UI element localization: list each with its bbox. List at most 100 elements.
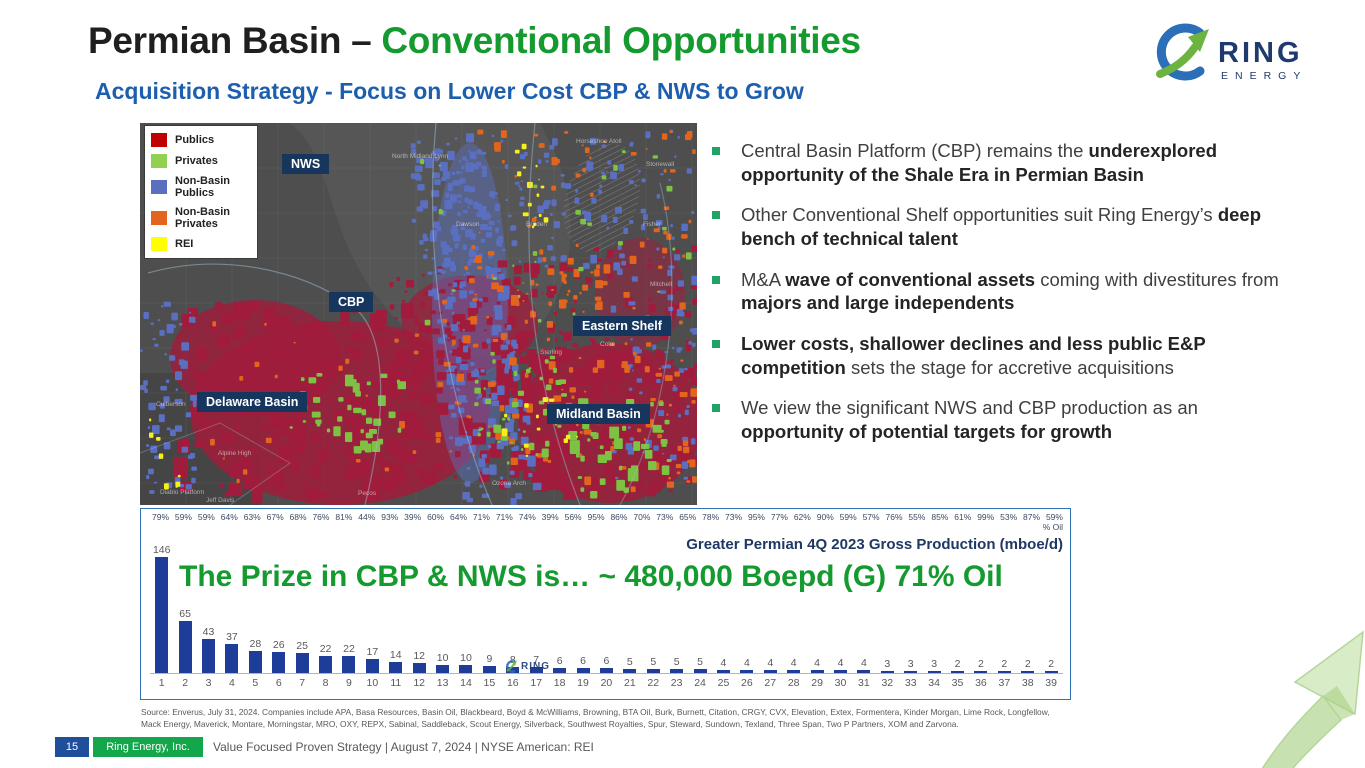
bar <box>319 656 333 673</box>
pct-oil-value: 67% <box>266 512 284 522</box>
bullet-text: Lower costs, shallower declines and less… <box>741 333 1206 378</box>
bullet-marker-icon <box>712 211 720 220</box>
map-place-label: Mitchell <box>650 281 673 288</box>
bar <box>693 669 707 673</box>
bullet-item: M&A wave of conventional assets coming w… <box>712 268 1292 315</box>
x-tick-label: 19 <box>577 677 589 689</box>
bar-column: 43 <box>197 626 220 673</box>
legend-item: Non-Basin Publics <box>151 175 251 199</box>
x-tick-label: 25 <box>717 677 730 689</box>
bar-value-label: 3 <box>907 658 914 670</box>
bar-column: 25 <box>290 640 313 673</box>
permian-basin-map: Publics Privates Non-Basin Publics Non-Basi… <box>140 123 697 505</box>
pct-oil-value: 39% <box>404 512 422 522</box>
pct-oil-value: 71% <box>472 512 490 522</box>
bar-column: 6 <box>595 655 618 673</box>
pct-oil-value: 61% <box>954 512 972 522</box>
bar-value-label: 2 <box>954 658 961 670</box>
bar <box>155 557 169 673</box>
pct-oil-value: 53% <box>1000 512 1018 522</box>
pct-oil-value: 70% <box>633 512 651 522</box>
bar <box>553 668 567 673</box>
bar <box>529 667 543 673</box>
bar-value-label: 4 <box>720 657 727 669</box>
x-tick-label: 28 <box>787 677 800 689</box>
x-tick-label: 20 <box>600 677 613 689</box>
bar-value-label: 3 <box>884 658 891 670</box>
company-badge: Ring Energy, Inc. <box>93 737 203 757</box>
bar-value-label: 4 <box>814 657 820 669</box>
pct-oil-value: 63% <box>243 512 261 522</box>
bar-value-label: 2 <box>978 658 984 670</box>
bar <box>787 670 801 673</box>
legend-label: Non-Basin Publics <box>175 175 230 200</box>
bar-column: 5 <box>642 656 665 673</box>
page-subtitle: Acquisition Strategy - Focus on Lower Co… <box>95 78 804 104</box>
bar <box>295 653 309 673</box>
x-tick-label: 2 <box>182 677 189 689</box>
bar-series: 146 65 43 37 28 26 25 22 22 17 14 12 10 10 9 8 7 6 6 6 5 5 5 5 4… <box>150 533 1063 673</box>
bar-value-label: 2 <box>1048 658 1055 670</box>
bar <box>506 667 520 673</box>
bar-column: 2 <box>946 658 969 673</box>
pct-oil-label: % Oil <box>1042 522 1063 532</box>
pct-oil-value: 77% <box>770 512 788 522</box>
bar-value-label: 22 <box>319 643 332 655</box>
watermark-swoosh-icon <box>506 660 517 673</box>
bar <box>272 652 286 673</box>
bar-column: 12 <box>407 650 430 673</box>
pct-oil-value: 78% <box>702 512 720 522</box>
legend-item: Privates <box>151 154 251 168</box>
bar-value-label: 2 <box>1024 658 1031 670</box>
bar-column: 28 <box>244 638 267 673</box>
bar <box>342 656 356 673</box>
bar <box>178 621 192 673</box>
bar <box>365 659 379 673</box>
x-tick-label: 17 <box>530 677 543 689</box>
x-tick-label: 37 <box>998 677 1011 689</box>
x-tick-label: 8 <box>322 677 329 689</box>
bar-value-label: 146 <box>152 544 171 556</box>
bar-column: 2 <box>993 658 1016 673</box>
bar-column: 37 <box>220 631 243 673</box>
map-place-label: Culberson <box>156 401 186 408</box>
x-tick-label: 39 <box>1045 677 1057 689</box>
bar-column: 22 <box>314 643 337 673</box>
map-legend: Publics Privates Non-Basin Publics Non-Basi… <box>144 125 258 260</box>
legend-label: Publics <box>175 133 215 146</box>
bar-value-label: 3 <box>931 658 938 670</box>
bullet-text: M&A wave of conventional assets coming w… <box>741 268 1279 314</box>
bar <box>389 662 403 673</box>
logo-name-text: RING <box>1218 37 1303 69</box>
legend-item: Non-Basin Privates <box>151 206 251 230</box>
bar-column: 10 <box>431 652 454 673</box>
pct-oil-value: 44% <box>358 512 376 522</box>
pct-oil-value: 99% <box>977 512 995 522</box>
bar-column: 3 <box>876 658 899 673</box>
legend-swatch <box>151 237 167 252</box>
bar-value-label: 4 <box>743 657 750 669</box>
pct-oil-value: 95% <box>747 512 765 522</box>
bar-value-label: 4 <box>790 657 797 669</box>
bar <box>833 670 847 673</box>
logo-swoosh-icon <box>1156 23 1205 81</box>
pct-oil-value: 56% <box>564 512 582 522</box>
bar-value-label: 22 <box>343 643 355 655</box>
bar <box>763 670 777 673</box>
x-tick-label: 35 <box>951 677 964 689</box>
bar <box>1044 671 1058 673</box>
bar-column: 4 <box>805 657 828 673</box>
bullet-text: We view the significant NWS and CBP prod… <box>741 397 1198 443</box>
bar-column: 7 <box>525 654 548 673</box>
bar-column: 4 <box>712 657 735 673</box>
bar <box>459 665 473 673</box>
page-title: Permian Basin – Conventional Opportuniti… <box>88 20 861 62</box>
pct-oil-value: 59% <box>174 512 192 522</box>
pct-oil-value: 59% <box>839 512 857 522</box>
map-place-label: Coke <box>600 341 616 348</box>
logo-sub-text: ENERGY <box>1221 70 1307 82</box>
footer-tagline: Value Focused Proven Strategy | August 7… <box>213 740 594 754</box>
bar-value-label: 43 <box>202 626 215 638</box>
x-axis-labels: 1 2 3 4 5 6 7 8 9 10 11 12 13 14 15 16 17 18 19 20 21 22 23 24 2… <box>150 677 1063 689</box>
